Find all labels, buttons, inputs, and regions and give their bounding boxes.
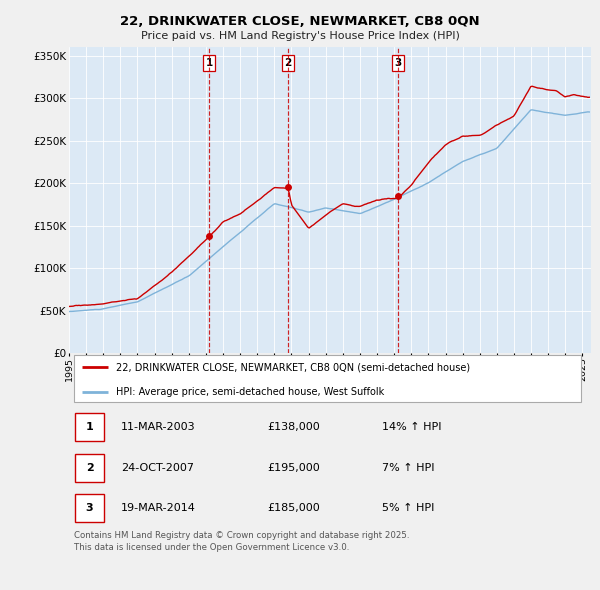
FancyBboxPatch shape (75, 454, 104, 481)
Text: 24-OCT-2007: 24-OCT-2007 (121, 463, 194, 473)
Text: 1: 1 (86, 422, 94, 432)
Text: 14% ↑ HPI: 14% ↑ HPI (382, 422, 442, 432)
Text: Contains HM Land Registry data © Crown copyright and database right 2025.
This d: Contains HM Land Registry data © Crown c… (74, 531, 410, 552)
Text: 19-MAR-2014: 19-MAR-2014 (121, 503, 196, 513)
Text: 3: 3 (86, 503, 94, 513)
Text: 1: 1 (206, 58, 213, 68)
Text: HPI: Average price, semi-detached house, West Suffolk: HPI: Average price, semi-detached house,… (116, 386, 384, 396)
Text: Price paid vs. HM Land Registry's House Price Index (HPI): Price paid vs. HM Land Registry's House … (140, 31, 460, 41)
Text: 5% ↑ HPI: 5% ↑ HPI (382, 503, 434, 513)
FancyBboxPatch shape (75, 494, 104, 522)
Text: 7% ↑ HPI: 7% ↑ HPI (382, 463, 434, 473)
Text: 22, DRINKWATER CLOSE, NEWMARKET, CB8 0QN: 22, DRINKWATER CLOSE, NEWMARKET, CB8 0QN (120, 15, 480, 28)
Text: £195,000: £195,000 (268, 463, 320, 473)
FancyBboxPatch shape (74, 355, 581, 402)
Text: £138,000: £138,000 (268, 422, 320, 432)
Text: £185,000: £185,000 (268, 503, 320, 513)
Text: 3: 3 (394, 58, 401, 68)
Text: 2: 2 (86, 463, 94, 473)
Text: 22, DRINKWATER CLOSE, NEWMARKET, CB8 0QN (semi-detached house): 22, DRINKWATER CLOSE, NEWMARKET, CB8 0QN… (116, 362, 470, 372)
Text: 2: 2 (284, 58, 292, 68)
FancyBboxPatch shape (75, 414, 104, 441)
Text: 11-MAR-2003: 11-MAR-2003 (121, 422, 196, 432)
